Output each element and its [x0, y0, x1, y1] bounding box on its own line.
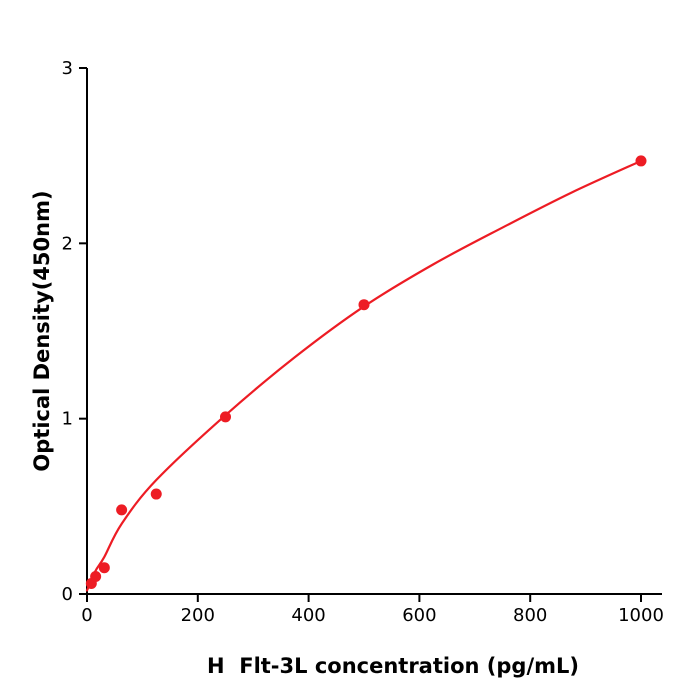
data-point — [358, 299, 370, 311]
x-tick-label: 1000 — [618, 605, 664, 626]
fit-curve — [85, 159, 643, 592]
data-point — [635, 155, 647, 167]
data-point — [220, 411, 231, 423]
x-tick-label: 0 — [81, 605, 92, 626]
y-tick-label: 3 — [62, 58, 73, 79]
x-tick-label: 600 — [402, 605, 436, 626]
data-point — [150, 488, 162, 500]
x-axis-title: H Flt-3L concentration (pg/mL) — [207, 654, 579, 678]
data-point — [90, 570, 102, 582]
data-point — [116, 504, 128, 516]
x-tick-label: 800 — [513, 605, 547, 626]
x-tick-label: 400 — [291, 605, 325, 626]
y-tick-label: 2 — [62, 233, 73, 254]
data-point — [98, 562, 110, 574]
y-tick-label: 0 — [62, 584, 73, 605]
x-tick-label: 200 — [181, 605, 215, 626]
y-axis-title: Optical Density(450nm) — [30, 190, 54, 472]
y-tick-label: 1 — [62, 409, 73, 430]
